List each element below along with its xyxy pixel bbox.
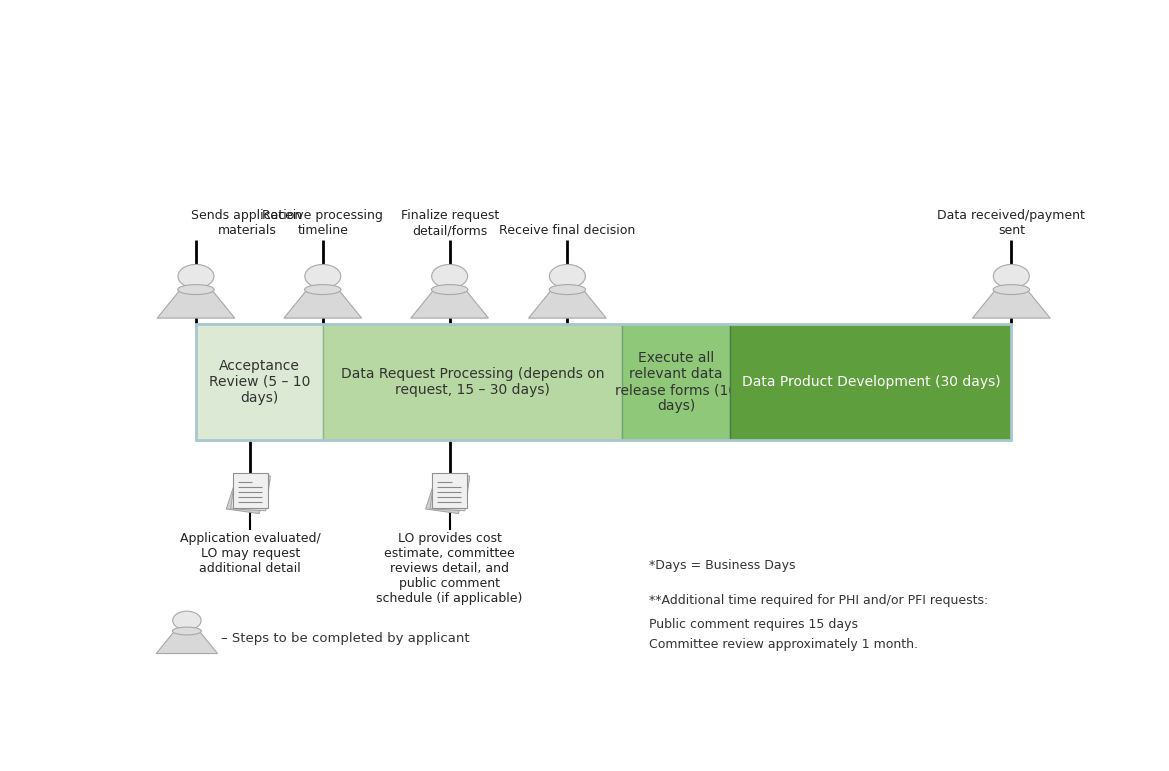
Ellipse shape bbox=[305, 284, 341, 295]
Text: Finalize request
detail/forms: Finalize request detail/forms bbox=[401, 209, 499, 237]
Text: Data received/payment
sent: Data received/payment sent bbox=[938, 209, 1085, 237]
Ellipse shape bbox=[178, 284, 214, 295]
Polygon shape bbox=[157, 631, 217, 654]
Text: **Additional time required for PHI and/or PFI requests:: **Additional time required for PHI and/o… bbox=[649, 594, 988, 608]
FancyBboxPatch shape bbox=[318, 287, 327, 292]
Text: *Days = Business Days: *Days = Business Days bbox=[649, 558, 795, 571]
Polygon shape bbox=[973, 290, 1050, 318]
Ellipse shape bbox=[994, 284, 1030, 295]
Polygon shape bbox=[426, 475, 470, 513]
FancyBboxPatch shape bbox=[1007, 287, 1016, 292]
FancyBboxPatch shape bbox=[731, 324, 1011, 439]
Text: Execute all
relevant data
release forms (10
days): Execute all relevant data release forms … bbox=[615, 351, 738, 413]
Text: Receive processing
timeline: Receive processing timeline bbox=[262, 209, 383, 237]
FancyBboxPatch shape bbox=[196, 324, 323, 439]
Text: Acceptance
Review (5 – 10
days): Acceptance Review (5 – 10 days) bbox=[209, 359, 310, 405]
Circle shape bbox=[549, 264, 586, 288]
FancyBboxPatch shape bbox=[433, 473, 468, 508]
Ellipse shape bbox=[431, 284, 468, 295]
Polygon shape bbox=[284, 290, 361, 318]
Text: Data Request Processing (depends on
request, 15 – 30 days): Data Request Processing (depends on requ… bbox=[340, 367, 604, 397]
Circle shape bbox=[173, 611, 201, 630]
Circle shape bbox=[178, 264, 214, 288]
FancyBboxPatch shape bbox=[184, 629, 191, 633]
FancyBboxPatch shape bbox=[445, 287, 454, 292]
FancyBboxPatch shape bbox=[192, 287, 200, 292]
Polygon shape bbox=[227, 475, 270, 513]
Text: – Steps to be completed by applicant: – Steps to be completed by applicant bbox=[221, 632, 470, 645]
Text: Receive final decision: Receive final decision bbox=[499, 224, 636, 237]
Text: Public comment requires 15 days: Public comment requires 15 days bbox=[649, 618, 858, 631]
FancyBboxPatch shape bbox=[233, 473, 268, 508]
FancyBboxPatch shape bbox=[622, 324, 731, 439]
Circle shape bbox=[994, 264, 1030, 288]
Text: Application evaluated/
LO may request
additional detail: Application evaluated/ LO may request ad… bbox=[180, 532, 320, 575]
Text: Committee review approximately 1 month.: Committee review approximately 1 month. bbox=[649, 638, 918, 651]
Circle shape bbox=[431, 264, 468, 288]
Polygon shape bbox=[410, 290, 489, 318]
FancyBboxPatch shape bbox=[563, 287, 572, 292]
Polygon shape bbox=[430, 474, 470, 510]
Polygon shape bbox=[230, 474, 270, 510]
Polygon shape bbox=[528, 290, 607, 318]
Polygon shape bbox=[157, 290, 235, 318]
Ellipse shape bbox=[549, 284, 586, 295]
Circle shape bbox=[305, 264, 341, 288]
FancyBboxPatch shape bbox=[323, 324, 622, 439]
Text: Sends application
materials: Sends application materials bbox=[192, 209, 303, 237]
Text: LO provides cost
estimate, committee
reviews detail, and
public comment
schedule: LO provides cost estimate, committee rev… bbox=[376, 532, 523, 604]
Ellipse shape bbox=[173, 627, 201, 635]
Text: Data Product Development (30 days): Data Product Development (30 days) bbox=[741, 375, 1001, 389]
